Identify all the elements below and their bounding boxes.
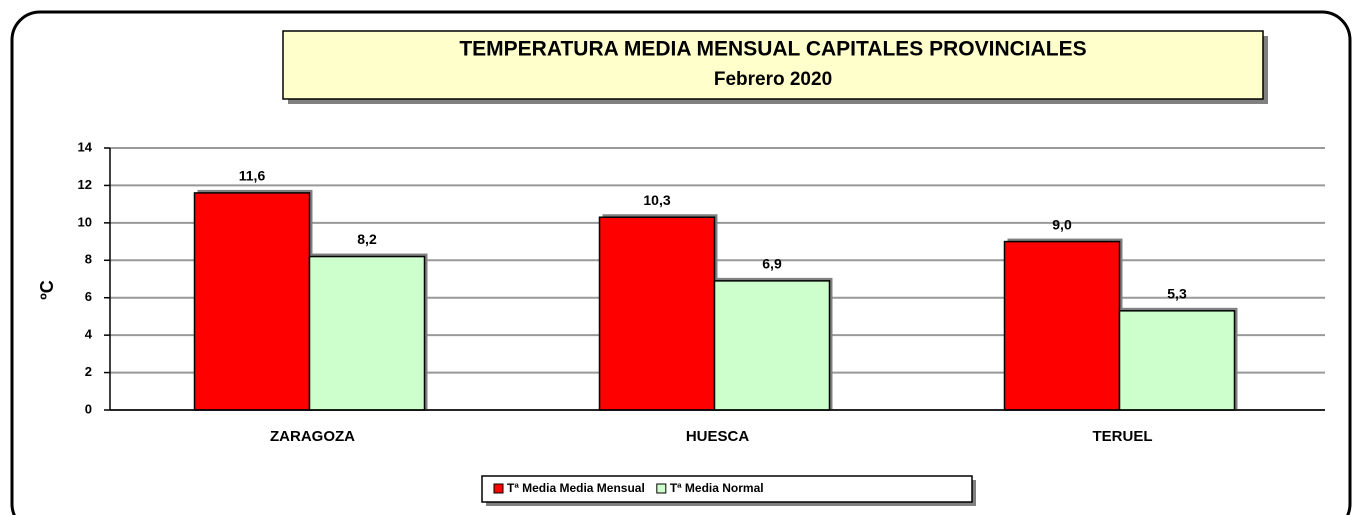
y-tick-label: 14 (78, 139, 93, 154)
x-tick-label: ZARAGOZA (270, 428, 355, 445)
bar (308, 255, 426, 411)
y-tick-label: 4 (85, 327, 93, 342)
data-label: 11,6 (239, 168, 266, 184)
y-tick-label: 8 (85, 252, 92, 267)
legend-label: Tª Media Normal (670, 481, 764, 495)
legend-swatch (656, 483, 667, 494)
x-tick-label: HUESCA (686, 428, 750, 445)
y-tick-label: 12 (78, 177, 92, 192)
bar (1003, 240, 1121, 411)
data-label: 6,9 (762, 256, 782, 272)
legend-box (481, 475, 973, 503)
data-label: 9,0 (1052, 216, 1072, 232)
bar (598, 216, 716, 411)
bar (193, 192, 311, 411)
y-tick-label: 6 (85, 289, 92, 304)
data-label: 10,3 (643, 192, 670, 208)
y-axis-label: ºC (37, 280, 57, 300)
bar (1118, 310, 1236, 411)
legend-swatch (493, 483, 504, 494)
bar (713, 280, 831, 411)
data-label: 8,2 (357, 231, 377, 247)
legend-label: Tª Media Media Mensual (507, 481, 645, 495)
y-tick-label: 0 (85, 401, 92, 416)
x-tick-label: TERUEL (1093, 428, 1153, 445)
y-tick-label: 2 (85, 364, 92, 379)
chart-title: TEMPERATURA MEDIA MENSUAL CAPITALES PROV… (459, 38, 1086, 61)
y-tick-label: 10 (78, 214, 92, 229)
data-label: 5,3 (1167, 286, 1187, 302)
title-box (282, 30, 1264, 100)
chart-subtitle: Febrero 2020 (714, 69, 832, 90)
